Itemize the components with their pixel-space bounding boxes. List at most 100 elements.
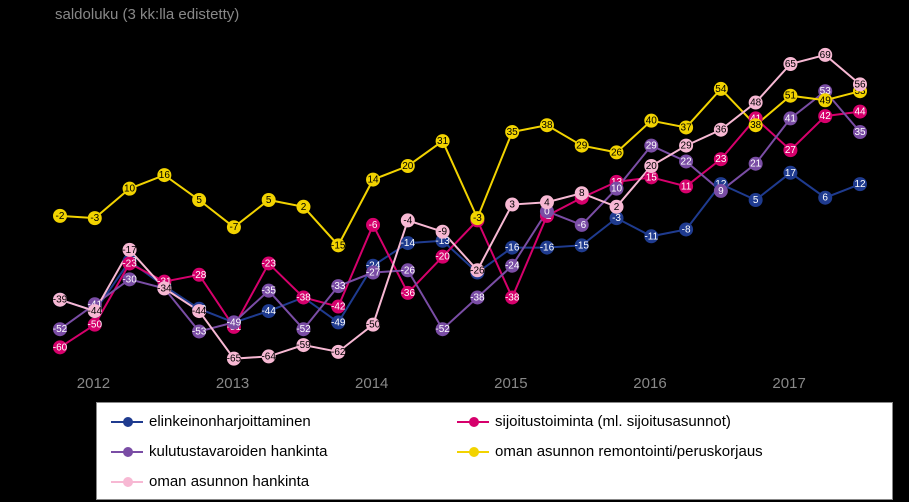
marker-label-sij: -20	[435, 252, 450, 263]
marker-label-kul: -30	[122, 274, 137, 285]
marker-label-sij: -42	[331, 302, 346, 313]
marker-label-rem: -3	[90, 213, 99, 224]
marker-label-han: -44	[192, 306, 207, 317]
marker-label-han: -4	[403, 215, 412, 226]
series-line-rem	[60, 89, 860, 245]
legend-marker-sij	[457, 421, 489, 423]
marker-label-han: -59	[296, 340, 311, 351]
chart-subtitle: saldoluku (3 kk:lla edistetty)	[55, 6, 239, 23]
legend-marker-kul	[111, 451, 143, 453]
marker-label-rem: 37	[681, 122, 693, 133]
marker-label-han: 69	[820, 50, 832, 61]
marker-label-han: 8	[579, 188, 585, 199]
chart-container: saldoluku (3 kk:lla edistetty) -3 9 -44 -2 2…	[0, 0, 909, 502]
legend-item-han: oman asunnon hankinta	[111, 473, 309, 490]
marker-label-han: 48	[750, 98, 762, 109]
year-label: 2017	[772, 375, 805, 392]
marker-label-rem: -2	[56, 211, 65, 222]
series-line-sij	[60, 112, 860, 348]
marker-label-sij: 44	[854, 107, 866, 118]
year-label: 2013	[216, 375, 249, 392]
marker-label-kul: -6	[577, 220, 586, 231]
legend-label: sijoitustoiminta (ml. sijoitusasunnot)	[495, 413, 731, 430]
marker-label-rem: 29	[576, 141, 588, 152]
marker-label-rem: 14	[367, 175, 379, 186]
marker-label-eli: 17	[785, 168, 797, 179]
marker-label-sij: -23	[122, 258, 137, 269]
marker-label-eli: -16	[540, 243, 555, 254]
marker-label-sij: -36	[401, 288, 416, 299]
marker-label-kul: 9	[718, 186, 724, 197]
marker-label-rem: 51	[785, 91, 797, 102]
marker-label-kul: -35	[261, 286, 276, 297]
marker-label-rem: -7	[229, 222, 238, 233]
marker-label-kul: -53	[192, 326, 207, 337]
marker-label-han: 56	[854, 79, 866, 90]
marker-label-sij: -6	[369, 220, 378, 231]
marker-label-kul: -52	[296, 324, 311, 335]
legend-marker-rem	[457, 451, 489, 453]
legend-label: oman asunnon remontointi/peruskorjaus	[495, 443, 763, 460]
marker-label-kul: 10	[611, 184, 623, 195]
year-label: 2016	[633, 375, 666, 392]
marker-label-han: 65	[785, 59, 797, 70]
series-line-eli	[60, 173, 860, 323]
marker-label-kul: -33	[331, 281, 346, 292]
legend: elinkeinonharjoittaminen sijoitustoiminta…	[96, 402, 893, 500]
year-label: 2012	[77, 375, 110, 392]
x-axis-labels: 201220132014201520162017	[40, 375, 880, 400]
legend-item-rem: oman asunnon remontointi/peruskorjaus	[457, 443, 763, 460]
marker-label-sij: -38	[505, 292, 520, 303]
marker-label-kul: -24	[505, 261, 520, 272]
marker-label-eli: -16	[505, 243, 520, 254]
marker-label-kul: 21	[750, 159, 762, 170]
marker-label-han: 3	[509, 200, 515, 211]
marker-label-rem: 10	[124, 184, 136, 195]
marker-label-rem: 16	[159, 170, 171, 181]
marker-label-han: -17	[122, 245, 137, 256]
marker-label-han: -34	[157, 283, 172, 294]
marker-label-eli: -44	[261, 306, 276, 317]
marker-label-kul: -38	[470, 292, 485, 303]
marker-label-kul: -52	[435, 324, 450, 335]
marker-label-eli: 5	[753, 195, 759, 206]
marker-label-rem: 38	[750, 120, 762, 131]
marker-label-kul: 22	[681, 156, 693, 167]
marker-label-han: -62	[331, 347, 346, 358]
marker-label-rem: 35	[507, 127, 519, 138]
marker-label-eli: -49	[331, 317, 346, 328]
marker-label-sij: -38	[296, 292, 311, 303]
marker-label-sij: 27	[785, 145, 797, 156]
marker-label-sij: 15	[646, 172, 658, 183]
legend-item-eli: elinkeinonharjoittaminen	[111, 413, 311, 430]
year-label: 2014	[355, 375, 388, 392]
marker-label-rem: 54	[715, 84, 727, 95]
marker-label-kul: -26	[401, 265, 416, 276]
legend-label: oman asunnon hankinta	[149, 473, 309, 490]
marker-label-kul: 35	[854, 127, 866, 138]
marker-label-kul: -49	[227, 317, 242, 328]
marker-label-rem: 40	[646, 116, 658, 127]
marker-label-eli: -14	[401, 238, 416, 249]
marker-label-kul: -27	[366, 268, 381, 279]
marker-label-sij: -28	[192, 270, 207, 281]
marker-label-eli: -8	[682, 224, 691, 235]
legend-label: kulutustavaroiden hankinta	[149, 443, 327, 460]
marker-label-sij: -50	[88, 320, 103, 331]
marker-label-sij: 42	[820, 111, 832, 122]
legend-label: elinkeinonharjoittaminen	[149, 413, 311, 430]
marker-label-han: -44	[88, 306, 103, 317]
plot-area: -39-44-22-33-43-49-44-38-49-24-14-13-27-…	[40, 30, 880, 370]
marker-label-han: -26	[470, 265, 485, 276]
marker-label-rem: -3	[473, 213, 482, 224]
marker-label-rem: 5	[266, 195, 272, 206]
legend-item-sij: sijoitustoiminta (ml. sijoitusasunnot)	[457, 413, 731, 430]
marker-label-rem: 26	[611, 147, 623, 158]
marker-label-kul: 41	[785, 113, 797, 124]
marker-label-sij: -23	[261, 258, 276, 269]
legend-marker-eli	[111, 421, 143, 423]
marker-label-eli: 6	[822, 193, 828, 204]
marker-label-eli: -15	[575, 240, 590, 251]
marker-label-han: -65	[227, 354, 242, 365]
marker-label-rem: 5	[196, 195, 202, 206]
